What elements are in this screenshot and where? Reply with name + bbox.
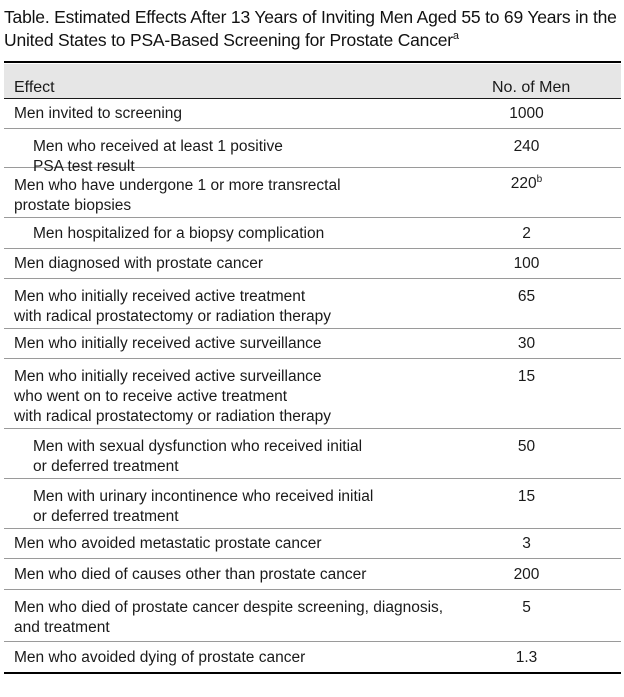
table-row: Men who initially received active treatm… [4, 279, 621, 329]
count-value: 240 [513, 138, 540, 155]
table-header: Effect No. of Men [4, 63, 621, 99]
table-row: Men with urinary incontinence who receiv… [4, 479, 621, 529]
count-value: 5 [522, 599, 531, 616]
count-value: 200 [513, 566, 540, 583]
count-cell: 15 [474, 367, 579, 387]
table-row: Men who have undergone 1 or more transre… [4, 168, 621, 218]
count-cell: 1000 [474, 104, 579, 124]
count-value: 2 [522, 225, 531, 242]
table-row: Men with sexual dysfunction who received… [4, 429, 621, 479]
effect-cell: Men who have undergone 1 or more transre… [14, 177, 341, 214]
count-value: 15 [517, 368, 536, 385]
count-value: 15 [517, 488, 536, 505]
effect-cell: Men who died of prostate cancer despite … [14, 599, 444, 636]
effect-cell: Men hospitalized for a biopsy complicati… [33, 225, 325, 242]
count-cell: 15 [474, 487, 579, 507]
effect-cell: Men who initially received active treatm… [14, 288, 332, 325]
table-row: Men who avoided metastatic prostate canc… [4, 529, 621, 559]
header-effect: Effect [14, 79, 55, 96]
table-row: Men who died of prostate cancer despite … [4, 590, 621, 642]
count-cell: 1.3 [474, 648, 579, 668]
effect-cell: Men who avoided dying of prostate cancer [14, 649, 306, 666]
table-row: Men who received at least 1 positive PSA … [4, 129, 621, 175]
count-value: 1.3 [515, 649, 538, 666]
title-footnote-mark: a [452, 30, 459, 43]
effect-cell: Men diagnosed with prostate cancer [14, 255, 264, 272]
effect-cell: Men who avoided metastatic prostate canc… [14, 535, 322, 552]
count-cell: 200 [474, 565, 579, 585]
table-row: Men who avoided dying of prostate cancer… [4, 642, 621, 672]
count-value: 220 [510, 175, 537, 192]
effect-cell: Men with sexual dysfunction who received… [33, 438, 363, 475]
header-count: No. of Men [492, 79, 571, 96]
count-value: 50 [517, 438, 536, 455]
table-row: Men who initially received active survei… [4, 329, 621, 359]
count-value: 30 [517, 335, 536, 352]
count-cell: 2 [474, 224, 579, 244]
table-body: Men invited to screening 1000 Men who rece… [4, 99, 621, 672]
effect-cell: Men with urinary incontinence who receiv… [33, 488, 374, 525]
count-cell: 3 [474, 534, 579, 554]
count-cell: 50 [474, 437, 579, 457]
effect-cell: Men invited to screening [14, 105, 183, 122]
count-value: 100 [513, 255, 540, 272]
effect-cell: Men who received at least 1 positive PSA … [33, 138, 283, 175]
count-cell: 30 [474, 334, 579, 354]
table-row: Men hospitalized for a biopsy complicati… [4, 218, 621, 249]
table-title: Table. Estimated Effects After 13 Years … [4, 6, 622, 52]
table-row: Men invited to screening 1000 [4, 99, 621, 129]
count-cell: 100 [474, 254, 579, 274]
count-cell: 240 [474, 137, 579, 157]
table-title-text: Table. Estimated Effects After 13 Years … [4, 7, 617, 50]
table-row: Men who died of causes other than prosta… [4, 559, 621, 590]
table-row: Men who initially received active survei… [4, 359, 621, 429]
effect-cell: Men who initially received active survei… [14, 335, 322, 352]
count-cell: 5 [474, 598, 579, 618]
count-value: 65 [517, 288, 536, 305]
footnote-mark: b [536, 173, 543, 185]
count-value: 1000 [509, 105, 544, 122]
count-cell: 220b [474, 174, 579, 194]
effect-cell: Men who died of causes other than prosta… [14, 566, 367, 583]
count-value: 3 [522, 535, 531, 552]
count-cell: 65 [474, 287, 579, 307]
table-row: Men diagnosed with prostate cancer 100 [4, 249, 621, 279]
effects-table: Effect No. of Men Men invited to screeni… [4, 61, 621, 674]
effect-cell: Men who initially received active survei… [14, 368, 332, 425]
